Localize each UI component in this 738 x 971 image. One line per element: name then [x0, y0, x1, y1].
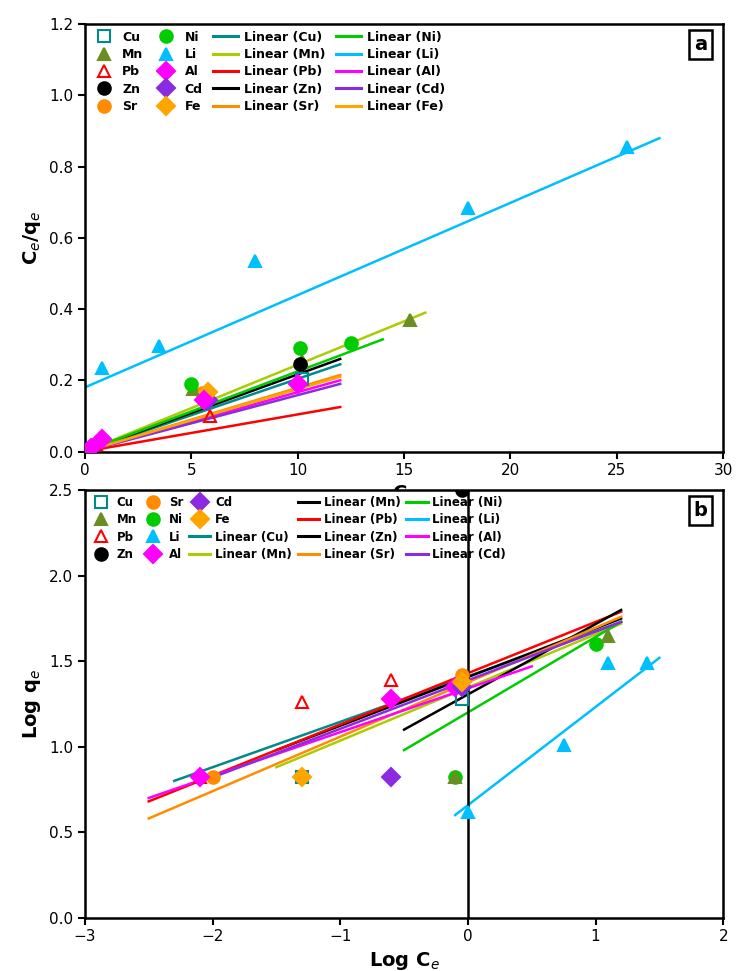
Y-axis label: C$_e$/q$_e$: C$_e$/q$_e$: [21, 211, 44, 265]
X-axis label: Log C$_e$: Log C$_e$: [368, 950, 440, 971]
Legend: Cu, Mn, Pb, Zn, Sr, Ni, Li, Al, Cd, Fe, Linear (Cu), Linear (Mn), Linear (Mn), L: Cu, Mn, Pb, Zn, Sr, Ni, Li, Al, Cd, Fe, …: [89, 494, 508, 563]
Text: b: b: [694, 501, 707, 520]
X-axis label: C$_e$: C$_e$: [392, 484, 416, 505]
Legend: Cu, Mn, Pb, Zn, Sr, Ni, Li, Al, Cd, Fe, Linear (Cu), Linear (Mn), Linear (Pb), L: Cu, Mn, Pb, Zn, Sr, Ni, Li, Al, Cd, Fe, …: [89, 28, 448, 116]
Y-axis label: Log q$_e$: Log q$_e$: [21, 669, 44, 739]
Text: a: a: [694, 35, 707, 54]
